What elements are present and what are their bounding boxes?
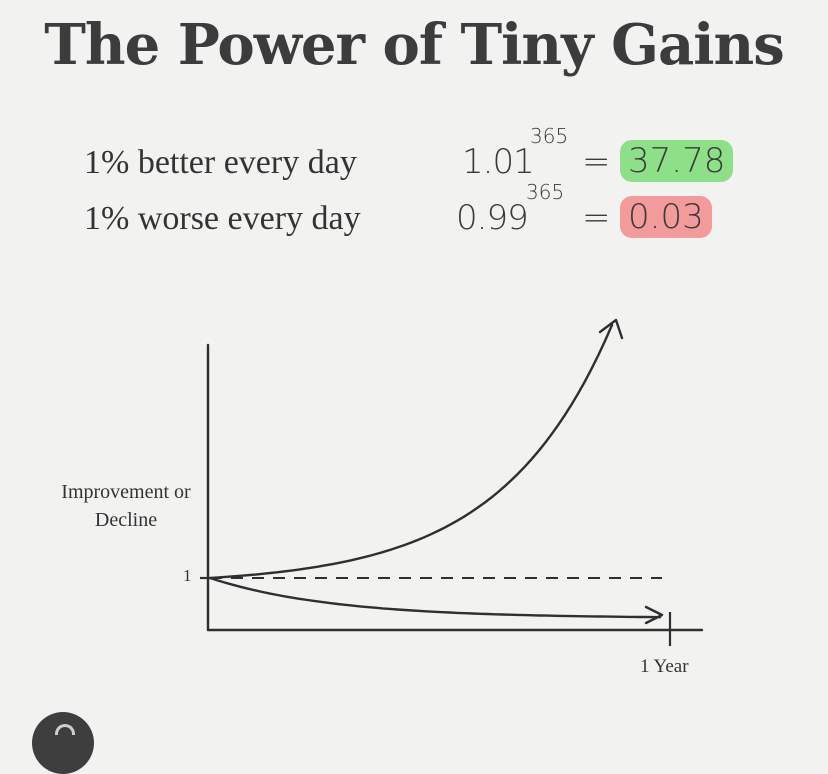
series-line-worse [208,576,662,619]
y-axis-label: Improvement or Decline [61,481,191,531]
equation-worse-label: 1% worse every day [84,200,361,237]
floating-action-button[interactable] [32,712,94,774]
page-title: The Power of Tiny Gains [44,12,785,78]
equation-better-exponent: 365 [530,124,569,148]
x-tick-label-1-year: 1 Year [640,656,689,677]
equation-better-label: 1% better every day [84,144,357,181]
equation-worse-equals: = [582,198,611,238]
series-arrow-worse [644,605,664,625]
equation-worse-exponent: 365 [526,180,565,204]
equation-better-base: 1.01 [462,142,535,182]
series-arrow-better [598,318,624,340]
equation-better-result: 37.78 [620,140,734,182]
y-tick-label-1: 1 [183,566,192,585]
growth-chart [200,318,704,646]
equation-better-equals: = [582,142,611,182]
equation-worse: 1% worse every day 0.99 365 = 0.03 [0,180,828,244]
equation-better: 1% better every day 1.01 365 = 37.78 [0,124,828,188]
equation-worse-base: 0.99 [456,198,529,238]
series-line-better [208,323,614,580]
equation-worse-result: 0.03 [620,196,712,238]
